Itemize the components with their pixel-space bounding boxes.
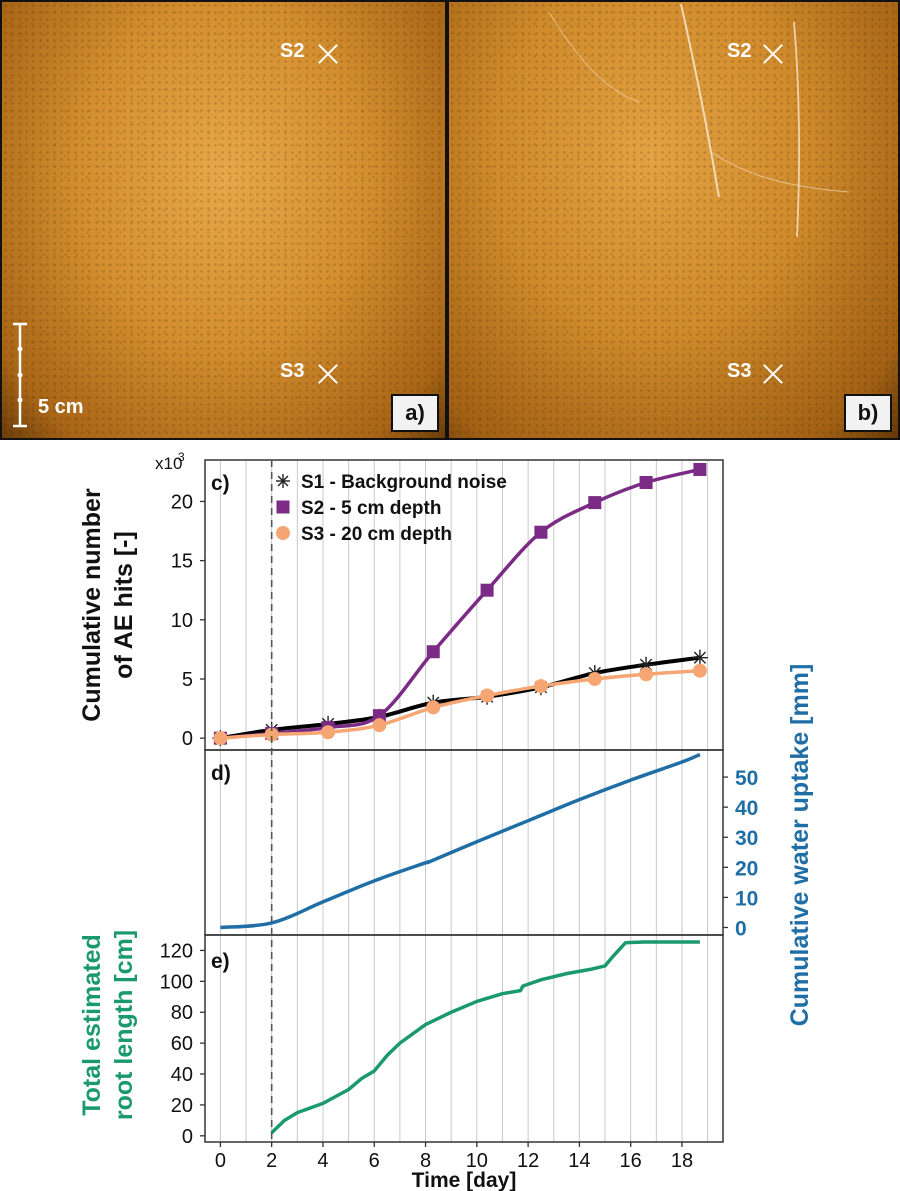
x-tick-label: 8	[420, 1150, 431, 1172]
legend-label: S1 - Background noise	[301, 472, 507, 493]
x-tick-label: 2	[266, 1150, 277, 1172]
data-point-s3	[692, 663, 707, 678]
soil-texture	[2, 2, 445, 438]
x-tick-label: 12	[517, 1150, 539, 1172]
y-tick-label: 60	[171, 1033, 193, 1055]
root-length-line	[270, 940, 700, 1134]
panel-label-e: e)	[211, 950, 230, 973]
sensor-label-s3: S3	[280, 360, 305, 382]
y-tick-label-right: 0	[735, 917, 747, 940]
data-point-s2	[426, 645, 440, 659]
panel-frame-d	[204, 749, 724, 936]
data-point-s2	[588, 496, 602, 510]
soil-texture	[449, 2, 898, 438]
y-tick-label: 0	[182, 1126, 193, 1148]
y-axis-title-c: of AE hits [-]	[110, 531, 138, 679]
x-tick-label: 18	[671, 1150, 693, 1172]
sensor-label-s2: S2	[280, 40, 305, 62]
x-tick-label: 0	[215, 1150, 226, 1172]
data-point-s3	[264, 727, 279, 742]
data-point-s3	[533, 679, 548, 694]
y-tick-label: 40	[171, 1064, 193, 1086]
y-axis-title-c: Cumulative number	[78, 488, 106, 722]
data-point-s2	[372, 709, 386, 723]
sensor-marker-s3	[762, 363, 784, 385]
x-tick-label: 14	[568, 1150, 590, 1172]
panel-label-a: a)	[391, 394, 439, 432]
legend-marker-s1	[276, 474, 290, 488]
x-tick-label: 16	[620, 1150, 642, 1172]
legend-marker-s3	[276, 526, 290, 540]
legend-label: S3 - 20 cm depth	[301, 524, 452, 545]
data-point-s2	[534, 525, 548, 539]
y-tick-label: 20	[171, 1095, 193, 1117]
y-tick-label: 80	[171, 1002, 193, 1024]
y-tick-label-right: 10	[735, 887, 758, 910]
sensor-marker-s2	[762, 43, 784, 65]
data-point-s2	[693, 462, 707, 476]
data-point-s3	[321, 725, 336, 740]
water-uptake-line	[220, 752, 701, 930]
y-tick-label-right: 30	[735, 827, 758, 850]
sensor-marker-s3	[317, 363, 339, 385]
y-tick-label: 120	[160, 940, 193, 962]
data-point-s3	[639, 667, 654, 682]
y-tick-label: 0	[182, 728, 193, 750]
data-point-s3	[213, 731, 228, 746]
y-tick-label: 15	[171, 551, 193, 573]
legend-label: S2 - 5 cm depth	[301, 498, 441, 519]
data-point-s3	[480, 688, 495, 703]
grid-layer	[219, 460, 709, 1142]
x-tick-label: 4	[317, 1150, 328, 1172]
panel-frame-e	[204, 934, 724, 1143]
plot-layer	[212, 462, 708, 1134]
sensor-marker-s2	[317, 43, 339, 65]
panel-label-c: c)	[211, 472, 230, 495]
y-axis-title-d: Cumulative water uptake [mm]	[786, 664, 814, 1027]
y-tick-label: 10	[171, 610, 193, 632]
data-point-s2	[480, 583, 494, 597]
scale-bar	[13, 322, 27, 428]
y-axis-title-e: Total estimated	[78, 934, 106, 1116]
y-axis-title-e: root length [cm]	[110, 930, 138, 1120]
data-point-s1	[691, 649, 708, 666]
series-line-1	[220, 655, 701, 741]
y-tick-label-right: 50	[735, 767, 758, 790]
x-tick-label: 10	[466, 1150, 488, 1172]
y-tick-label: 5	[182, 669, 193, 691]
data-point-s3	[587, 671, 602, 686]
y-tick-label-right: 20	[735, 857, 758, 880]
panel-label-d: d)	[211, 762, 231, 785]
scale-bar-label: 5 cm	[38, 396, 84, 418]
photo-panel-b: S2 S3 b)	[447, 0, 900, 440]
x-axis-title: Time [day]	[412, 1169, 517, 1191]
data-point-s3	[426, 700, 441, 715]
y-tick-label: 20	[171, 491, 193, 513]
series-line-3	[220, 668, 701, 740]
y-multiplier-label: x10	[155, 454, 182, 473]
data-point-s3	[372, 718, 387, 733]
data-point-s2	[639, 475, 653, 489]
sensor-label-s3: S3	[727, 360, 752, 382]
panel-label-b: b)	[844, 394, 892, 432]
y-tick-label: 100	[160, 971, 193, 993]
root-traces	[548, 3, 850, 238]
series-line-2	[220, 467, 701, 740]
sensor-label-s2: S2	[727, 40, 752, 62]
x-tick-label: 6	[369, 1150, 380, 1172]
y-tick-label-right: 40	[735, 797, 758, 820]
legend-marker-s2	[276, 500, 290, 514]
photo-panel-a: S2 S3 5 cm a)	[0, 0, 447, 440]
y-multiplier-exponent: 3	[178, 450, 185, 464]
